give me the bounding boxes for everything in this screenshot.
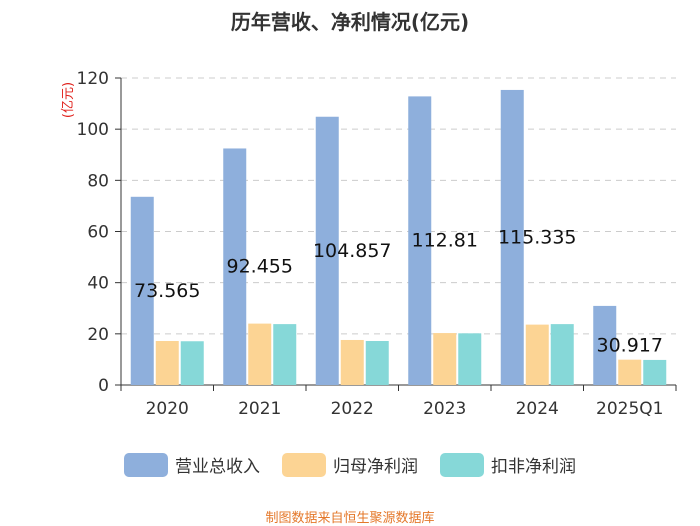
y-tick-label: 120 bbox=[77, 69, 109, 89]
bar-parent-net-profit-2024 bbox=[525, 324, 549, 385]
y-tick-label: 100 bbox=[77, 120, 109, 140]
y-tick-label: 40 bbox=[87, 274, 109, 294]
source-note: 制图数据来自恒生聚源数据库 bbox=[265, 511, 435, 526]
legend: 营业总收入 归母净利润 扣非净利润 bbox=[0, 452, 700, 477]
x-tick-label: 2021 bbox=[238, 399, 281, 419]
bar-deducted-net-profit-2023 bbox=[458, 333, 482, 385]
data-label-revenue-2024: 115.335 bbox=[498, 226, 577, 248]
y-axis-label: (亿元) bbox=[61, 82, 76, 118]
y-tick-label: 0 bbox=[98, 376, 109, 396]
data-label-revenue-2022: 104.857 bbox=[313, 240, 392, 262]
data-label-revenue-2020: 73.565 bbox=[134, 280, 200, 302]
legend-label-parent-net-profit: 归母净利润 bbox=[333, 457, 418, 477]
legend-label-revenue: 营业总收入 bbox=[175, 457, 260, 477]
bar-revenue-2025Q1 bbox=[593, 305, 617, 385]
bar-deducted-net-profit-2025Q1 bbox=[643, 359, 667, 385]
y-tick-label: 60 bbox=[87, 223, 109, 243]
bar-revenue-2024 bbox=[500, 89, 524, 385]
legend-swatch-deducted-net-profit bbox=[440, 452, 484, 477]
data-label-revenue-2025Q1: 30.917 bbox=[597, 334, 663, 356]
data-label-revenue-2021: 92.455 bbox=[227, 256, 293, 278]
bar-deducted-net-profit-2022 bbox=[365, 340, 389, 385]
legend-item-deducted-net-profit[interactable]: 扣非净利润 bbox=[440, 452, 576, 477]
bar-deducted-net-profit-2020 bbox=[180, 341, 204, 385]
bar-parent-net-profit-2025Q1 bbox=[618, 359, 642, 385]
bar-revenue-2020 bbox=[130, 196, 154, 385]
bar-deducted-net-profit-2024 bbox=[550, 324, 574, 385]
chart-title: 历年营收、净利情况(亿元) bbox=[230, 10, 470, 34]
legend-item-revenue[interactable]: 营业总收入 bbox=[124, 452, 260, 477]
bar-parent-net-profit-2020 bbox=[155, 340, 179, 385]
data-label-revenue-2023: 112.81 bbox=[412, 230, 478, 252]
bar-revenue-2021 bbox=[223, 148, 247, 385]
legend-item-parent-net-profit[interactable]: 归母净利润 bbox=[282, 452, 418, 477]
bar-revenue-2023 bbox=[408, 96, 432, 386]
legend-swatch-revenue bbox=[124, 452, 168, 477]
legend-swatch-parent-net-profit bbox=[282, 452, 326, 477]
bar-revenue-2022 bbox=[315, 116, 339, 385]
bar-deducted-net-profit-2021 bbox=[273, 324, 297, 385]
x-tick-label: 2025Q1 bbox=[596, 399, 663, 419]
x-tick-label: 2024 bbox=[516, 399, 559, 419]
bar-parent-net-profit-2023 bbox=[433, 333, 457, 385]
y-tick-label: 20 bbox=[87, 325, 109, 345]
x-tick-label: 2023 bbox=[423, 399, 466, 419]
legend-label-deducted-net-profit: 扣非净利润 bbox=[491, 457, 576, 477]
bar-parent-net-profit-2021 bbox=[248, 323, 272, 385]
y-tick-label: 80 bbox=[87, 171, 109, 191]
bar-parent-net-profit-2022 bbox=[340, 339, 364, 385]
x-tick-label: 2020 bbox=[146, 399, 189, 419]
x-tick-label: 2022 bbox=[331, 399, 374, 419]
bar-chart: 0 20 40 60 80 100 120(亿元) 2020 2021 2022 2023 2024 2… bbox=[61, 69, 677, 419]
